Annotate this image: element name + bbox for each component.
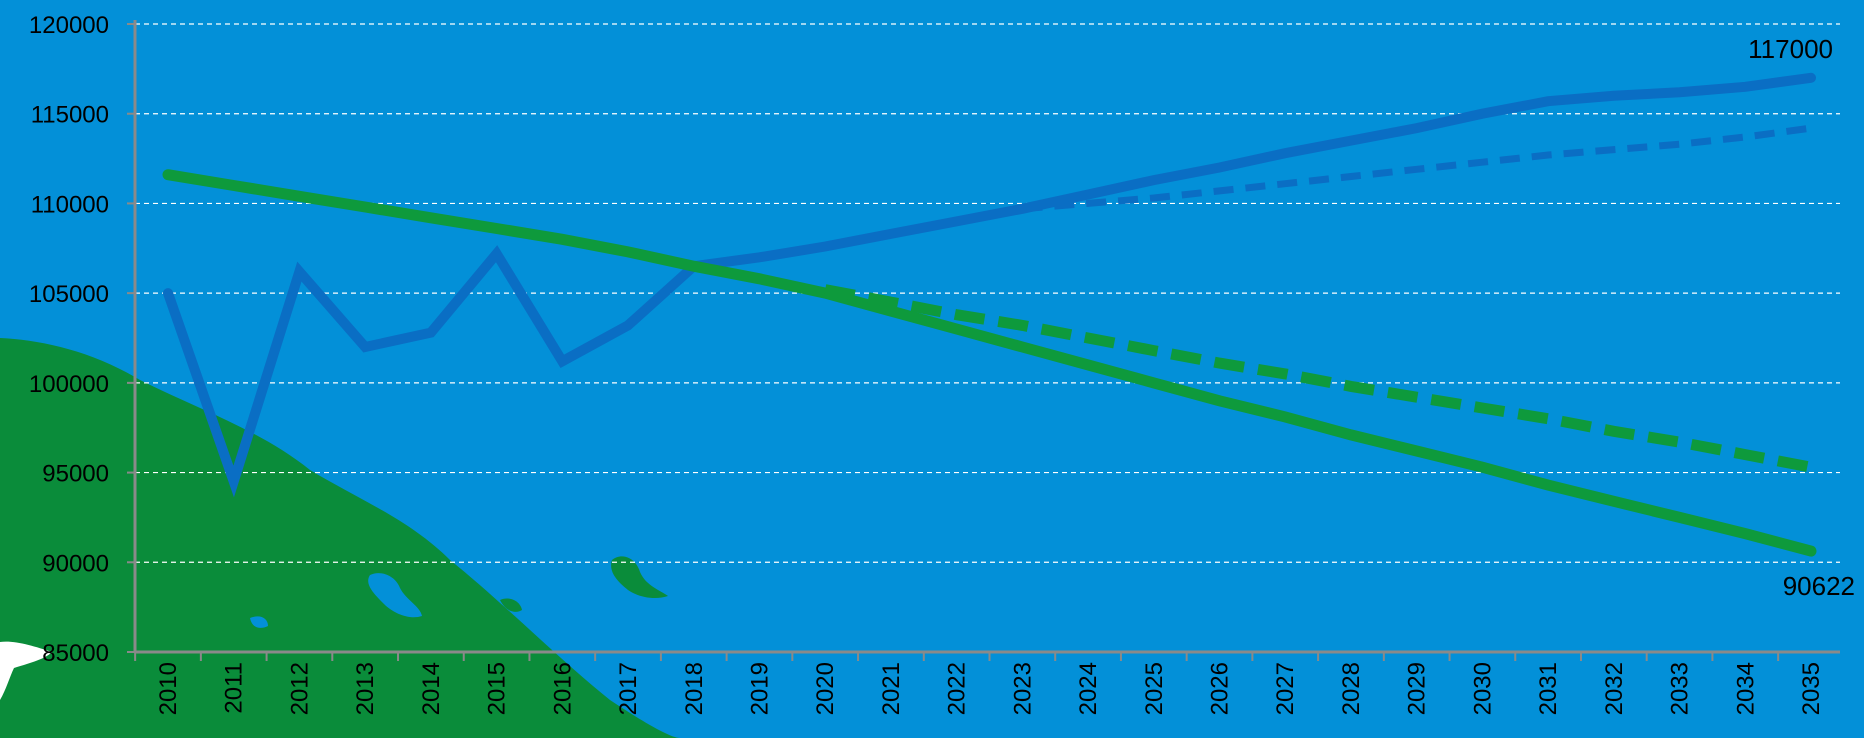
- x-tick-label: 2035: [1798, 662, 1825, 715]
- x-tick-label: 2017: [615, 662, 642, 715]
- y-axis-tick-labels: 120000 115000 110000 105000 100000 95000 90000…: [29, 12, 109, 667]
- series-line-1-dashed: [1022, 124, 1812, 213]
- y-tick-label: 95000: [42, 461, 109, 488]
- x-tick-label: 2014: [418, 662, 445, 715]
- x-tick-label: 2010: [155, 662, 182, 715]
- y-tick-label: 120000: [29, 12, 109, 39]
- x-tick-label: 2030: [1469, 662, 1496, 715]
- x-tick-label: 2026: [1207, 662, 1234, 715]
- x-tick-label: 2011: [221, 662, 248, 714]
- x-tick-label: 2034: [1732, 662, 1759, 715]
- x-tick-label: 2031: [1535, 662, 1562, 715]
- x-tick-label: 2022: [944, 662, 971, 715]
- y-tick-label: 90000: [42, 550, 109, 577]
- snow-patch: [0, 641, 52, 700]
- lake-shape: [368, 573, 422, 618]
- land-map-decoration: [0, 338, 680, 738]
- data-label: 117000: [1748, 34, 1833, 64]
- x-tick-label: 2029: [1404, 662, 1431, 715]
- lake-shape: [250, 616, 268, 628]
- x-tick-label: 2013: [352, 662, 379, 715]
- land-shape: [0, 338, 680, 738]
- x-tick-label: 2012: [286, 662, 313, 715]
- x-tick-label: 2032: [1601, 662, 1628, 715]
- data-label: 90622: [1783, 571, 1855, 601]
- x-tick-label: 2016: [549, 662, 576, 715]
- x-tick-label: 2019: [746, 662, 773, 715]
- series-lines: [162, 72, 1817, 557]
- y-tick-label: 115000: [31, 102, 109, 129]
- y-tick-label: 100000: [29, 371, 109, 398]
- y-tick-label: 85000: [42, 640, 109, 667]
- x-tick-label: 2025: [1141, 662, 1168, 715]
- x-tick-label: 2028: [1338, 662, 1365, 715]
- data-labels: 117000 90622: [1748, 34, 1855, 601]
- y-tick-label: 105000: [29, 281, 109, 308]
- x-tick-label: 2033: [1667, 662, 1694, 715]
- x-tick-label: 2024: [1075, 662, 1102, 715]
- series-line-2-solid: [162, 169, 1817, 557]
- land-island: [500, 598, 522, 612]
- x-tick-label: 2021: [878, 662, 905, 715]
- land-island: [611, 556, 668, 598]
- x-tick-label: 2015: [484, 662, 511, 715]
- series-line-3-dashed: [824, 284, 1813, 473]
- x-tick-label: 2020: [812, 662, 839, 715]
- axes: [133, 20, 1840, 661]
- x-tick-label: 2018: [681, 662, 708, 715]
- x-tick-label: 2023: [1009, 662, 1036, 715]
- x-tick-label: 2027: [1272, 662, 1299, 715]
- y-tick-label: 110000: [31, 191, 109, 218]
- series-line-0-solid: [163, 72, 1816, 498]
- x-axis-tick-labels: 2010 2011 2012 2013 2014 2015 2016 2017 2018 2019…: [155, 662, 1825, 715]
